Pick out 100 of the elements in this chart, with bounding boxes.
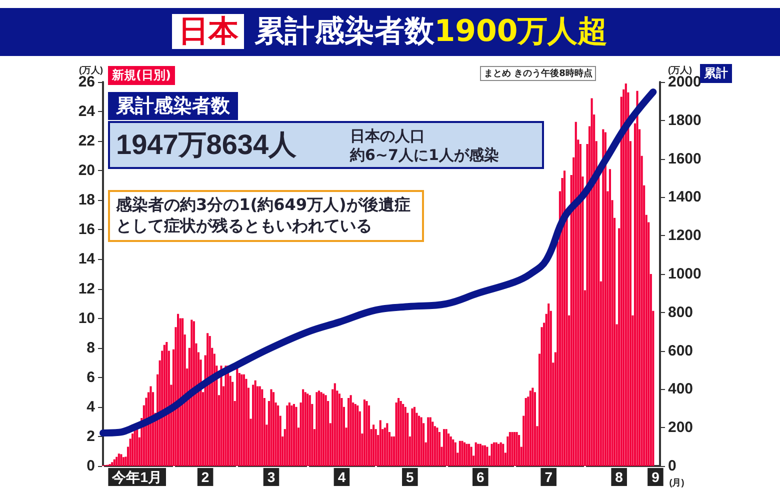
bar — [224, 366, 227, 466]
y2-tick-label: 1200 — [668, 227, 702, 244]
bar — [432, 422, 434, 466]
bar — [427, 417, 430, 466]
bar — [306, 394, 309, 466]
bar — [386, 423, 388, 466]
bar — [398, 398, 400, 466]
bar — [113, 459, 116, 466]
bar — [308, 395, 311, 466]
bar — [334, 383, 336, 466]
bar — [356, 405, 359, 466]
bar — [254, 380, 256, 466]
bar — [206, 333, 209, 466]
bar — [442, 429, 446, 466]
bar — [479, 444, 482, 466]
bar — [532, 388, 534, 466]
bar — [190, 320, 193, 466]
y-tick-label: 0 — [86, 458, 95, 474]
y-tick-label: 24 — [78, 103, 96, 120]
y2-tick-label: 1600 — [668, 150, 702, 168]
bar — [452, 439, 454, 466]
y-tick-label: 2 — [86, 428, 95, 445]
x-tick-label: 9 — [652, 469, 660, 485]
bar — [277, 405, 280, 466]
bar — [500, 442, 502, 466]
bar — [177, 314, 180, 466]
x-axis-title: (月) — [669, 478, 684, 488]
bar — [286, 405, 288, 466]
y-tick-label: 10 — [78, 310, 95, 327]
bar — [411, 408, 414, 466]
bar — [163, 344, 166, 466]
chart-title: 日本 累計感染者数1900万人超 — [177, 14, 608, 49]
annotation: 約6~7人に1人が感染 — [350, 146, 499, 165]
bar — [511, 432, 514, 466]
bar — [482, 445, 484, 466]
y2-tick-label: 1400 — [668, 188, 702, 206]
x-tick-label: 8 — [615, 469, 624, 485]
bar — [304, 392, 306, 466]
y2-tick-label: 800 — [668, 304, 694, 321]
bar — [477, 444, 480, 466]
bar — [238, 372, 240, 466]
bar — [379, 420, 382, 466]
y-tick-label: 22 — [78, 132, 95, 150]
bar — [516, 432, 518, 466]
y2-tick-label: 2000 — [668, 74, 702, 90]
bar — [513, 432, 516, 466]
bar — [354, 404, 356, 466]
bar — [484, 445, 486, 466]
bar — [450, 436, 452, 466]
bar — [474, 442, 477, 466]
bar — [400, 401, 402, 466]
bar — [348, 398, 350, 466]
bar — [290, 405, 293, 466]
annotation: 累計感染者数 — [108, 92, 238, 120]
bar — [468, 444, 470, 466]
bar — [245, 378, 248, 466]
bar — [261, 389, 264, 466]
bar — [461, 440, 464, 466]
y-tick-label: 26 — [78, 74, 95, 90]
y-axis-title: (万人) — [79, 65, 103, 76]
bar — [436, 428, 438, 466]
bar — [134, 428, 136, 466]
y-tick-label: 16 — [78, 221, 95, 238]
annotation: 日本の人口 — [350, 127, 425, 146]
bar — [624, 83, 627, 466]
text: まとめ きのう午後8時時点 — [480, 66, 596, 81]
x-tick-label: 2 — [201, 469, 210, 485]
y-tick-label: 12 — [78, 280, 95, 298]
bar — [390, 436, 393, 466]
bar — [463, 442, 466, 466]
y2-tick-label: 1000 — [668, 266, 702, 282]
bar — [363, 400, 366, 466]
bar — [395, 402, 398, 466]
bar — [368, 405, 370, 466]
bar — [118, 454, 120, 466]
bar — [292, 404, 295, 466]
bar — [227, 366, 230, 466]
y2-tick-label: 200 — [668, 419, 694, 436]
bar — [288, 402, 290, 466]
bar — [252, 384, 254, 466]
bar — [454, 442, 456, 466]
x-tick-label: 6 — [476, 469, 484, 485]
bar — [366, 401, 368, 466]
bar — [493, 442, 496, 466]
bar — [508, 432, 511, 466]
y-tick-label: 14 — [78, 250, 96, 268]
x-tick-label: 4 — [338, 469, 346, 485]
annotation: 感染者の約3分の1(約649万人)が後遺症として症状が残るともいわれている — [108, 190, 424, 242]
bar — [429, 417, 432, 466]
bar — [132, 434, 134, 466]
bar — [402, 404, 404, 466]
bar — [470, 446, 472, 466]
bar — [182, 318, 184, 466]
bar — [338, 394, 340, 466]
bar — [372, 424, 375, 466]
bar — [486, 446, 488, 466]
bar — [116, 456, 118, 466]
bar — [324, 395, 327, 466]
bar — [529, 390, 532, 466]
bar — [111, 462, 114, 466]
